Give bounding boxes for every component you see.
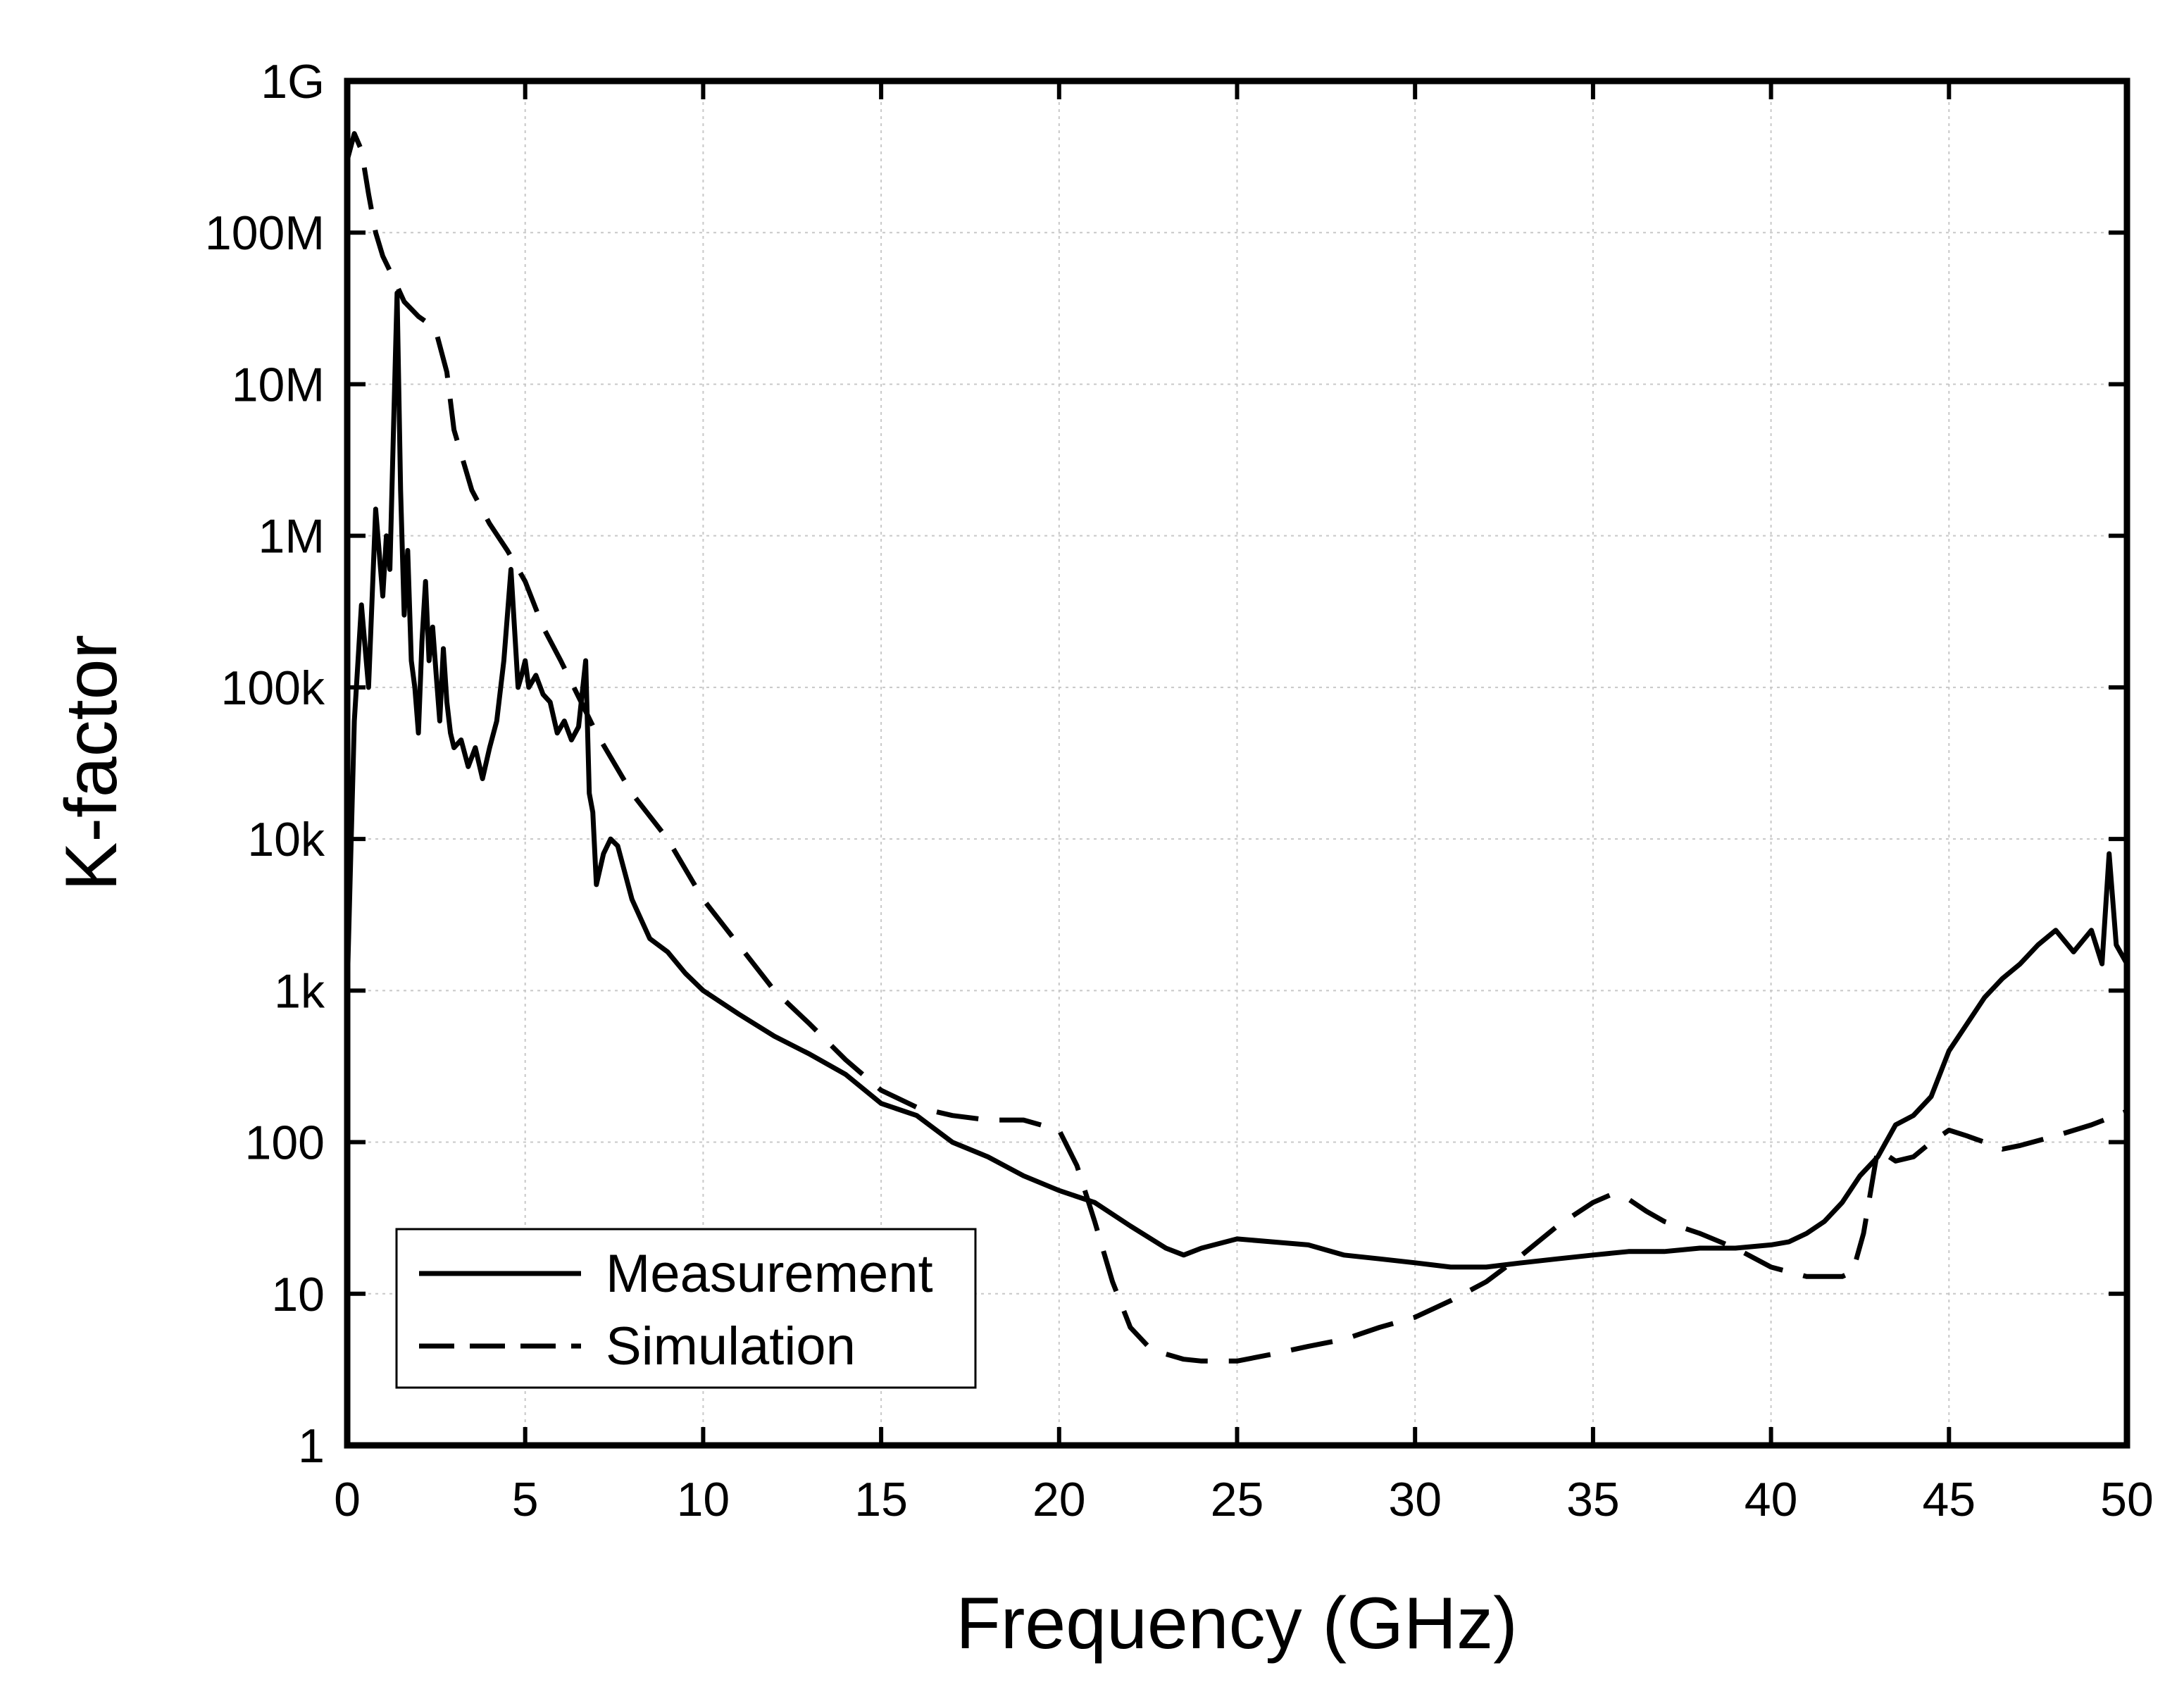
x-tick-label: 30 — [1388, 1473, 1442, 1526]
x-tick-label: 0 — [334, 1473, 361, 1526]
x-tick-label: 50 — [2100, 1473, 2154, 1526]
simulation-series-line — [344, 131, 2128, 1364]
x-tick-label: 20 — [1032, 1473, 1086, 1526]
x-tick-label: 35 — [1566, 1473, 1620, 1526]
y-tick-label: 1M — [258, 510, 325, 563]
y-tick-label: 1 — [298, 1419, 325, 1473]
legend: Measurement Simulation — [395, 1228, 977, 1389]
y-tick-label: 100k — [221, 661, 325, 715]
y-tick-label: 10k — [247, 813, 325, 866]
x-tick-label: 5 — [512, 1473, 539, 1526]
x-axis-title: Frequency (GHz) — [956, 1583, 1518, 1664]
x-tick-label: 10 — [677, 1473, 730, 1526]
legend-box — [395, 1228, 977, 1389]
x-tick-label: 15 — [854, 1473, 908, 1526]
x-tick-label: 25 — [1211, 1473, 1264, 1526]
legend-measurement-label: Measurement — [606, 1244, 933, 1304]
y-axis-title: K-factor — [51, 635, 132, 891]
axis-ticks — [345, 79, 2129, 1447]
legend-simulation-label: Simulation — [606, 1316, 856, 1376]
y-tick-label: 10M — [232, 358, 325, 411]
y-tick-label: 100M — [205, 206, 325, 260]
y-tick-label: 1k — [274, 964, 325, 1018]
x-tick-label: 40 — [1745, 1473, 1798, 1526]
x-tick-label: 45 — [1922, 1473, 1976, 1526]
x-tick-labels: 0 5 10 15 20 25 30 35 40 45 50 — [334, 1473, 2154, 1526]
y-tick-label: 100 — [245, 1116, 325, 1170]
y-tick-label: 1G — [261, 55, 325, 108]
measurement-series-line — [344, 290, 2130, 1270]
y-tick-labels: 1 10 100 1k 10k 100k 1M 10M 100M 1G — [205, 55, 325, 1473]
y-tick-label: 10 — [271, 1268, 325, 1321]
series-layer — [344, 131, 2130, 1364]
